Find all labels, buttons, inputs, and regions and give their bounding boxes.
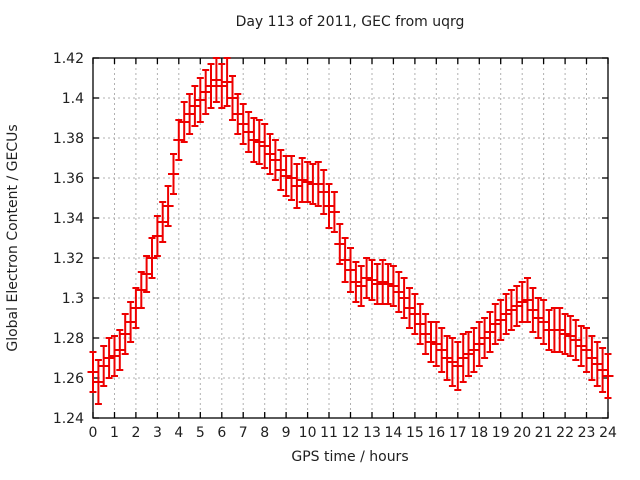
svg-text:22: 22 <box>556 425 574 441</box>
svg-text:19: 19 <box>492 425 510 441</box>
error-bar-series <box>87 57 614 405</box>
svg-text:10: 10 <box>299 425 317 441</box>
svg-text:9: 9 <box>282 425 291 441</box>
svg-text:1.24: 1.24 <box>53 411 84 427</box>
svg-text:11: 11 <box>320 425 338 441</box>
svg-text:1.3: 1.3 <box>62 291 84 307</box>
svg-text:1: 1 <box>110 425 119 441</box>
y-tick-labels: 1.24 1.26 1.28 1.3 1.32 1.34 1.36 1.38 1.4 1.42 <box>53 51 84 427</box>
svg-text:1.36: 1.36 <box>53 171 84 187</box>
chart-title: Day 113 of 2011, GEC from uqrg <box>236 14 465 30</box>
svg-text:8: 8 <box>260 425 269 441</box>
svg-text:3: 3 <box>153 425 162 441</box>
svg-text:13: 13 <box>363 425 381 441</box>
svg-text:17: 17 <box>449 425 467 441</box>
svg-text:0: 0 <box>89 425 98 441</box>
svg-text:1.32: 1.32 <box>53 251 84 267</box>
y-axis-label: Global Electron Content / GECUs <box>5 124 21 351</box>
svg-text:16: 16 <box>427 425 445 441</box>
svg-text:20: 20 <box>513 425 531 441</box>
svg-text:1.38: 1.38 <box>53 131 84 147</box>
svg-text:21: 21 <box>535 425 553 441</box>
x-axis-label: GPS time / hours <box>291 449 408 465</box>
svg-text:1.42: 1.42 <box>53 51 84 67</box>
svg-text:2: 2 <box>131 425 140 441</box>
svg-text:23: 23 <box>578 425 596 441</box>
svg-text:24: 24 <box>599 425 617 441</box>
svg-text:1.34: 1.34 <box>53 211 84 227</box>
svg-text:6: 6 <box>217 425 226 441</box>
axes <box>92 57 609 419</box>
svg-text:18: 18 <box>470 425 488 441</box>
svg-text:1.4: 1.4 <box>62 91 84 107</box>
grid <box>93 58 608 418</box>
svg-text:1.28: 1.28 <box>53 331 84 347</box>
svg-text:7: 7 <box>239 425 248 441</box>
svg-text:5: 5 <box>196 425 205 441</box>
svg-text:4: 4 <box>174 425 183 441</box>
svg-text:14: 14 <box>384 425 402 441</box>
svg-text:15: 15 <box>406 425 424 441</box>
x-tick-labels: 0 1 2 3 4 5 6 7 8 9 10 11 12 13 14 15 16 17 18 19 20 21 22 23 24 <box>89 425 617 441</box>
svg-text:1.26: 1.26 <box>53 371 84 387</box>
svg-text:12: 12 <box>342 425 360 441</box>
